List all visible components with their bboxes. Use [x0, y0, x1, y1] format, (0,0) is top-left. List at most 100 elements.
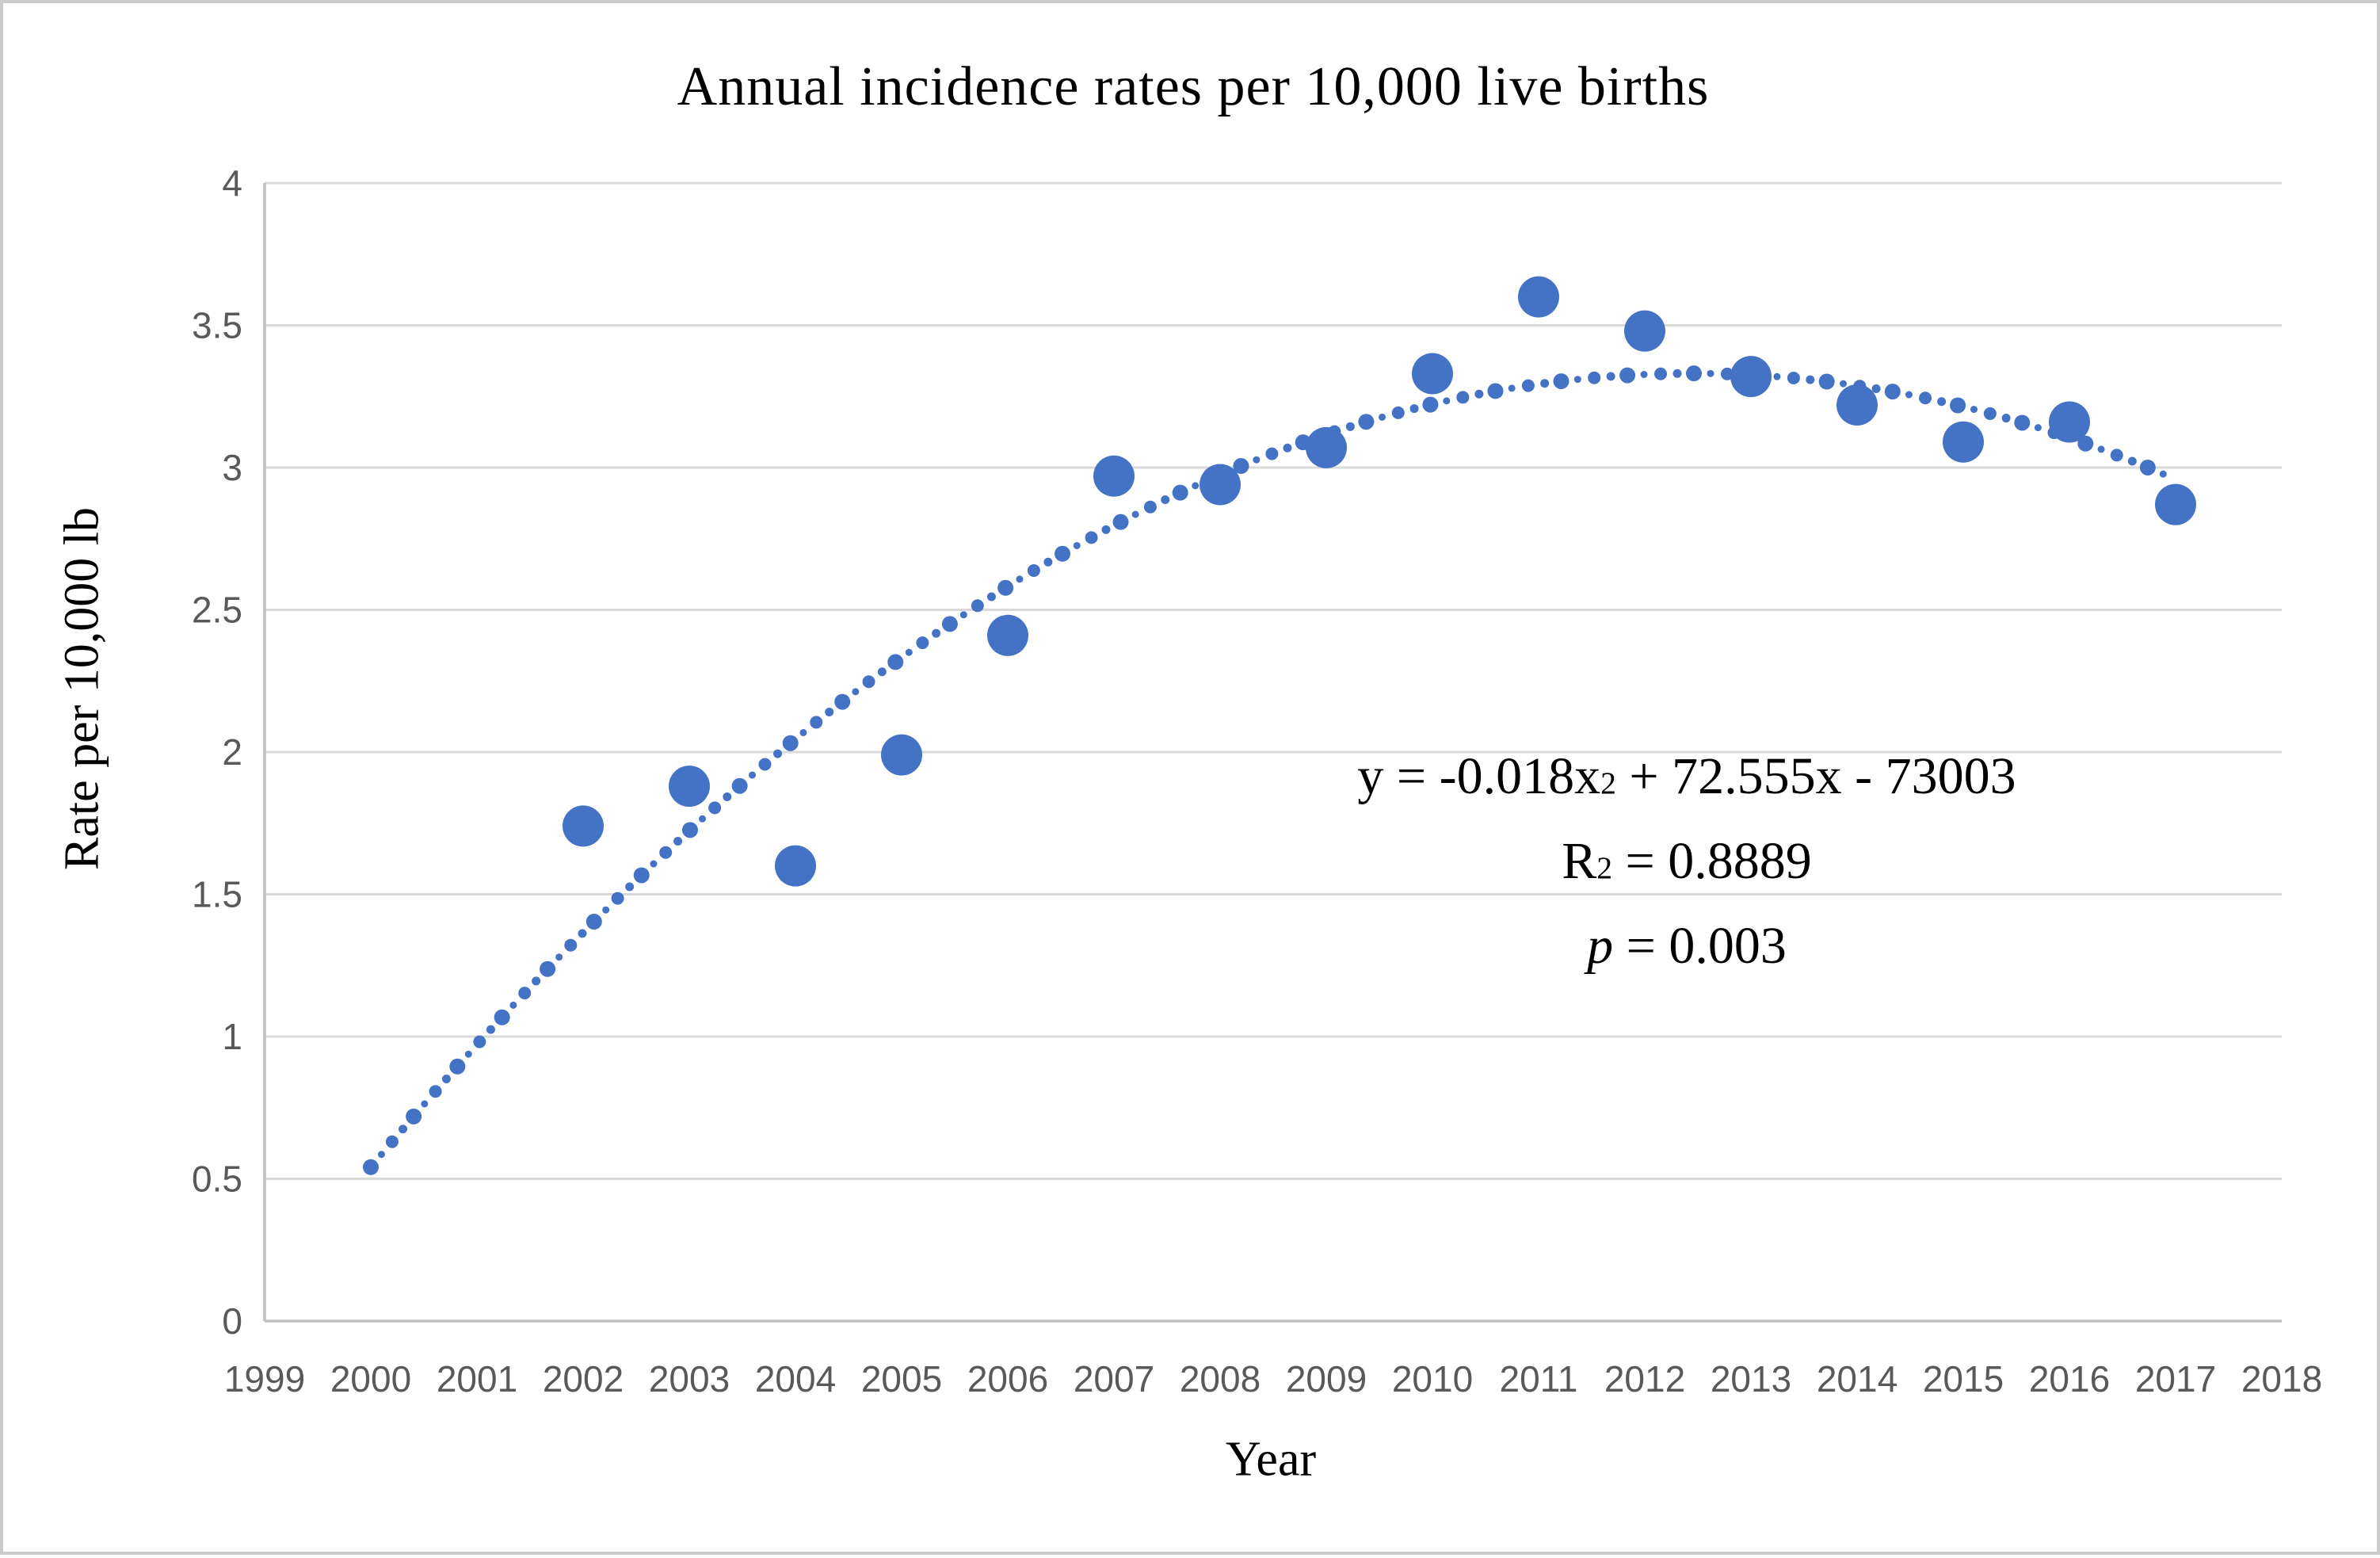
trendline-dot: [1456, 391, 1470, 404]
trendline-dot: [1233, 458, 1249, 475]
y-tick-label: 3: [222, 447, 242, 488]
trendline-dot: [1905, 391, 1913, 399]
trendline-dot: [852, 688, 860, 696]
trendline-dot: [1379, 413, 1386, 421]
trendline-dot: [2139, 459, 2156, 475]
trendline-dot: [1773, 372, 1781, 380]
trendline-dot: [421, 1100, 429, 1108]
trendline-dot: [2077, 435, 2094, 452]
chart-figure: 4 3.5 3 2.5 2 1.5 1 0.5 0 1999 2000 2001 2002 2003 200…: [3, 3, 2380, 1558]
data-point-2004: [775, 845, 816, 887]
trendline-dot: [1253, 456, 1261, 464]
trendline-dot: [773, 749, 783, 758]
trendline-dot: [1101, 525, 1111, 534]
x-tick-label: 2008: [1180, 1358, 1261, 1400]
y-tick-label: 1: [222, 1016, 242, 1057]
trendline-dot: [941, 616, 958, 632]
trendline-dot: [1358, 414, 1375, 430]
x-tick-label: 2011: [1500, 1358, 1578, 1400]
trendline-dot: [1619, 367, 1636, 384]
trendline-dot: [887, 654, 904, 670]
trendline-dot: [1085, 531, 1098, 544]
trendline-dot: [1016, 575, 1024, 583]
trendline-equation: y = -0.018x2 + 72.555x - 73003: [1357, 747, 2016, 805]
trendline-dot: [449, 1058, 466, 1075]
trendline-dot: [1192, 482, 1200, 490]
trendline-dot: [1721, 367, 1734, 380]
y-axis-title: Rate per 10,000 lb: [55, 506, 109, 871]
data-point-2003: [669, 766, 710, 808]
trendline-dot: [1487, 383, 1504, 399]
trendline-dot: [540, 960, 556, 977]
trendline-dot: [2034, 424, 2042, 432]
trendline-dot: [673, 836, 683, 846]
trendline-dot: [1443, 397, 1451, 405]
trendline-dot: [1391, 406, 1405, 419]
trendline-dot: [1112, 514, 1129, 530]
trendline-dot: [1937, 397, 1947, 407]
trendline-dot: [1672, 368, 1682, 378]
trendline-dot: [1871, 384, 1881, 394]
trendline-dot: [916, 636, 929, 650]
trendline-dot: [494, 1009, 510, 1025]
trendline-dot: [1143, 500, 1157, 514]
trendline-dot: [441, 1074, 451, 1083]
trendline-dot: [1161, 495, 1170, 505]
trendline-dot: [1508, 384, 1516, 392]
trendline-dot: [2159, 470, 2167, 478]
trendline-dot: [464, 1050, 472, 1058]
trendline-dot: [1806, 375, 1815, 384]
trendline-dot: [509, 1001, 517, 1009]
trendline-dot: [2097, 445, 2105, 453]
trendline-dot: [1606, 372, 1615, 381]
trendline-dot: [1707, 369, 1714, 377]
trendline-dot: [862, 675, 875, 689]
data-point-2008: [1200, 464, 1241, 506]
x-axis-title: Year: [1225, 1432, 1317, 1487]
trendline-dot: [1521, 379, 1535, 392]
trendline-dot: [518, 987, 532, 1000]
trendline-p-value: p = 0.003: [1587, 917, 1787, 975]
trendline-dot: [810, 716, 823, 729]
trendline-dot: [1787, 372, 1800, 385]
trendline-dot: [723, 792, 732, 801]
data-point-2013: [1730, 356, 1772, 398]
x-tick-label: 2007: [1074, 1358, 1154, 1400]
trendline-dot: [959, 611, 967, 619]
y-tick-label: 0.5: [192, 1159, 242, 1200]
x-tick-label: 1999: [224, 1358, 305, 1400]
trendline-dot: [971, 599, 984, 613]
x-tick-label: 2017: [2135, 1358, 2216, 1400]
trendline-dot: [799, 729, 807, 737]
trendline-dot: [731, 777, 748, 794]
chart-title: Annual incidence rates per 10,000 live b…: [677, 56, 1710, 117]
trendline-dot: [834, 693, 851, 710]
trendline-dot: [1970, 406, 1978, 414]
trendline-dot: [1345, 422, 1355, 431]
trendline-dot: [1840, 380, 1848, 388]
trendline-dot: [1027, 563, 1040, 577]
trendline-dot: [782, 735, 799, 751]
data-point-2007: [1093, 455, 1135, 497]
trendline-dot: [708, 801, 722, 815]
trendline-dot: [1919, 391, 1932, 405]
trendline-dot: [578, 929, 587, 938]
trendline-dot: [611, 892, 624, 905]
y-tick-label: 4: [222, 162, 242, 204]
plot-area: 4 3.5 3 2.5 2 1.5 1 0.5 0 1999 2000 2001 2002 2003 200…: [192, 162, 2322, 1400]
trendline-dot: [650, 860, 658, 868]
x-tick-label: 2006: [967, 1358, 1048, 1400]
trendline-dot: [1073, 541, 1081, 549]
trendline-dot: [473, 1035, 486, 1048]
trendline-dot: [699, 815, 707, 823]
data-point-2016: [2049, 401, 2090, 443]
trendline-dot: [2001, 414, 2011, 423]
trendline-dot: [1588, 371, 1601, 384]
trendline-dot: [2127, 456, 2137, 466]
y-tick-label: 3.5: [192, 305, 242, 346]
trendline-dot: [681, 822, 698, 838]
x-tick-label: 2018: [2241, 1358, 2322, 1400]
data-point-2011: [1518, 276, 1559, 318]
x-tick-label: 2002: [543, 1358, 624, 1400]
trendline-r-squared: R2 = 0.8889: [1562, 832, 1812, 890]
